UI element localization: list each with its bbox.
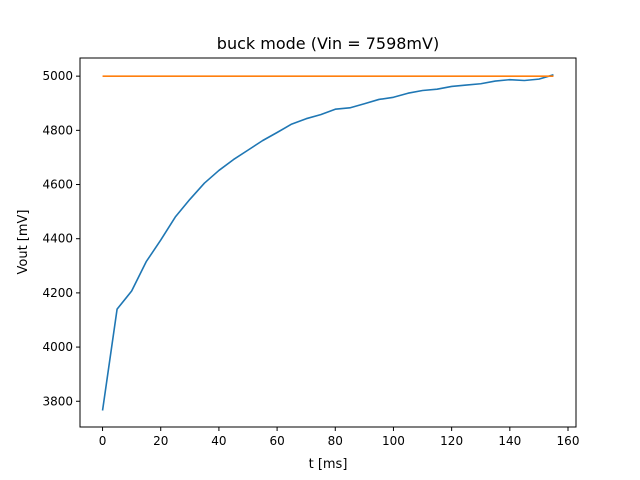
y-tick-label: 4400 bbox=[42, 232, 73, 246]
chart-title: buck mode (Vin = 7598mV) bbox=[217, 34, 439, 53]
x-axis-label: t [ms] bbox=[309, 457, 348, 472]
x-tick-label: 80 bbox=[328, 434, 343, 448]
x-tick-label: 160 bbox=[557, 434, 580, 448]
y-tick-label: 4200 bbox=[42, 286, 73, 300]
x-tick-label: 100 bbox=[382, 434, 405, 448]
plot-frame bbox=[79, 57, 577, 428]
y-tick-label: 4800 bbox=[42, 123, 73, 137]
y-tick-label: 3800 bbox=[42, 394, 73, 408]
y-tick-label: 4000 bbox=[42, 340, 73, 354]
x-tick-label: 40 bbox=[211, 434, 226, 448]
x-tick-label: 140 bbox=[498, 434, 521, 448]
x-tick-label: 60 bbox=[269, 434, 284, 448]
series-layer bbox=[101, 74, 554, 411]
x-tick-label: 0 bbox=[99, 434, 107, 448]
x-tick-label: 20 bbox=[153, 434, 168, 448]
y-axis-label: Vout [mV] bbox=[16, 209, 31, 274]
series-1-line bbox=[101, 74, 554, 411]
plot-background bbox=[80, 58, 576, 427]
y-tick-label: 5000 bbox=[42, 69, 73, 83]
x-tick-label: 120 bbox=[440, 434, 463, 448]
ticks-layer: 0 20 40 60 80 100 120 140 160 3800 4000 4200 4400 460… bbox=[42, 69, 579, 448]
y-tick-label: 4600 bbox=[42, 178, 73, 192]
